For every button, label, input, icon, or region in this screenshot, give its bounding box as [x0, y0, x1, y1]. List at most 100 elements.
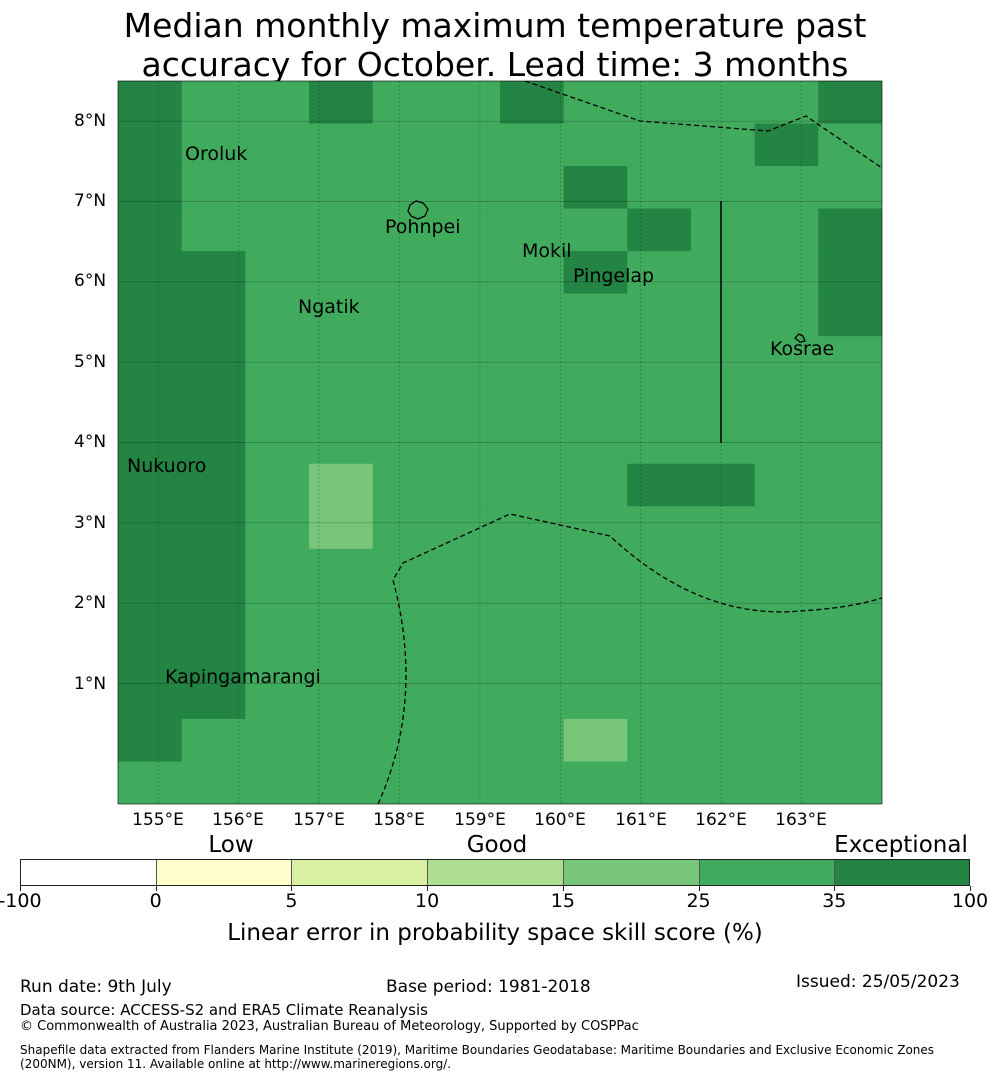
grid-cell: [181, 548, 246, 592]
grid-cell: [245, 676, 310, 720]
grid-cell: [436, 421, 501, 465]
skill-map: [117, 80, 883, 805]
grid-cell: [818, 378, 882, 422]
grid-cell: [563, 123, 628, 167]
grid-cell: [372, 421, 437, 465]
grid-cell: [245, 421, 310, 465]
grid-cell: [118, 633, 183, 678]
grid-cell: [309, 123, 374, 167]
grid-cell: [245, 378, 310, 422]
lon-label-160e: 160°E: [534, 810, 586, 830]
place-kosrae: Kosrae: [770, 338, 835, 360]
lon-label-157e: 157°E: [293, 810, 345, 830]
base-period: Base period: 1981-2018: [386, 977, 591, 997]
grid-cell: [691, 421, 756, 465]
grid-cell: [245, 761, 310, 804]
place-nukuoro: Nukuoro: [127, 455, 207, 477]
grid-cell: [818, 633, 882, 678]
grid-cell: [436, 718, 501, 763]
grid-cell: [754, 208, 819, 252]
colorbar-bin: [155, 859, 292, 886]
grid-cell: [181, 633, 246, 678]
grid-cell: [627, 123, 692, 167]
grid-cell: [754, 506, 819, 550]
grid-cell: [181, 506, 246, 550]
lon-label-156e: 156°E: [212, 810, 264, 830]
grid-cell: [118, 336, 183, 380]
grid-cell: [436, 336, 501, 380]
grid-cell: [309, 506, 374, 550]
grid-cell: [754, 718, 819, 763]
colorbar-tick-label: 10: [415, 890, 440, 912]
grid-cell: [245, 293, 310, 337]
grid-cell: [245, 166, 310, 210]
grid-cell: [818, 336, 882, 380]
grid-cell: [309, 208, 374, 252]
grid-cell: [372, 123, 437, 167]
grid-cell: [754, 123, 819, 167]
grid-cell: [500, 378, 565, 422]
lat-label-4n: 4°N: [74, 432, 107, 452]
grid-cell: [372, 761, 437, 804]
grid-cell: [436, 591, 501, 635]
grid-cell: [563, 208, 628, 252]
grid-cell: [309, 718, 374, 763]
grid-cell: [118, 676, 183, 720]
colorbar-tick-label: 15: [550, 890, 575, 912]
colorbar-bin: [562, 859, 700, 886]
lat-label-7n: 7°N: [74, 191, 107, 211]
colorbar-tick: [698, 886, 700, 891]
grid-cell: [118, 123, 183, 167]
colorbar-tick: [291, 886, 293, 891]
grid-cell: [691, 81, 756, 125]
lon-label-159e: 159°E: [454, 810, 506, 830]
grid-cell: [754, 761, 819, 804]
lon-label-161e: 161°E: [615, 810, 667, 830]
grid-cell: [627, 463, 692, 507]
grid-cell: [691, 251, 756, 295]
grid-cell: [563, 548, 628, 592]
grid-cell: [563, 633, 628, 678]
grid-cell: [563, 718, 628, 763]
grid-cell: [309, 81, 374, 125]
grid-cell: [691, 676, 756, 720]
colorbar-tick: [427, 886, 429, 891]
grid-cell: [309, 463, 374, 507]
grid-cell: [309, 293, 374, 337]
grid-cell: [754, 251, 819, 295]
colorbar: [20, 859, 971, 886]
grid-cell: [436, 633, 501, 678]
grid-cell: [372, 548, 437, 592]
place-pingelap: Pingelap: [573, 265, 655, 287]
map-frame: [117, 80, 883, 805]
grid-cell: [181, 293, 246, 337]
grid-cell: [500, 293, 565, 337]
grid-cell: [181, 208, 246, 252]
grid-cell: [181, 123, 246, 167]
run-date: Run date: 9th July: [20, 977, 172, 997]
grid-cell: [563, 676, 628, 720]
colorbar-tick: [20, 886, 21, 891]
island-outlines: [407, 200, 806, 343]
grid-cell: [500, 336, 565, 380]
grid-cell: [818, 718, 882, 763]
grid-cell: [563, 421, 628, 465]
shapefile-credit-line-2: (200NM), version 11. Available online at…: [20, 1057, 452, 1071]
grid-cell: [818, 506, 882, 550]
grid-cell: [372, 591, 437, 635]
lat-label-6n: 6°N: [74, 271, 107, 291]
grid-cell: [372, 251, 437, 295]
grid-cell: [691, 506, 756, 550]
grid-cell: [691, 336, 756, 380]
grid-cell: [754, 336, 819, 380]
grid-cell: [372, 81, 437, 125]
grid-cell: [563, 591, 628, 635]
eez-boundary-north: [524, 81, 882, 169]
grid-cell: [754, 463, 819, 507]
grid-cell: [436, 378, 501, 422]
lat-label-5n: 5°N: [74, 352, 107, 372]
colorbar-tick: [834, 886, 836, 891]
grid-cell: [245, 81, 310, 125]
grid-cell: [372, 378, 437, 422]
grid-cell: [563, 761, 628, 804]
